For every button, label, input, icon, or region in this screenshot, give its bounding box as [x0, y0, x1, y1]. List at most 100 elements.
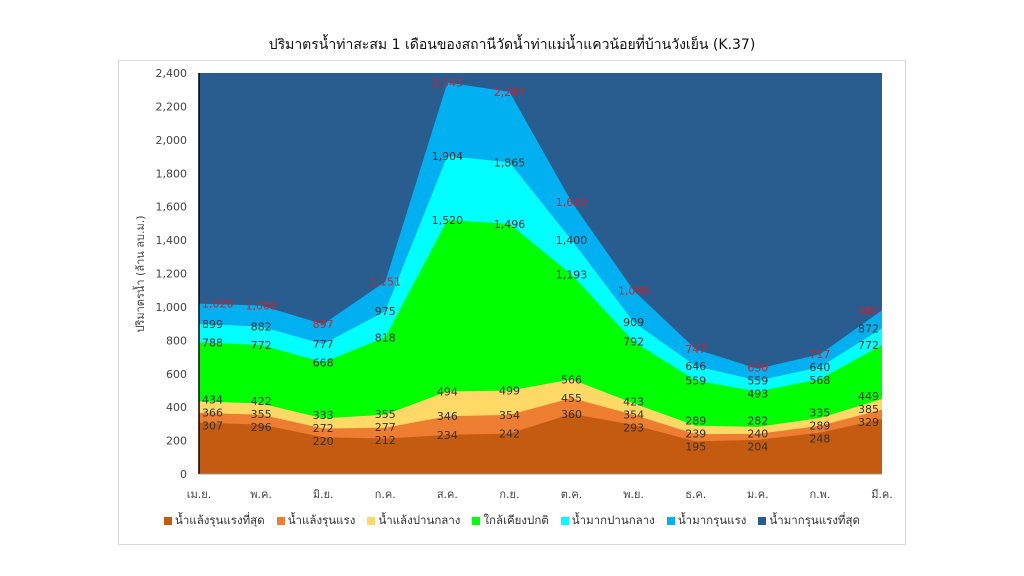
- data-label: 449: [858, 390, 879, 403]
- x-tick-label: เม.ย.: [187, 488, 211, 501]
- data-label: 882: [251, 321, 272, 334]
- legend-item: น้ำแล้งรุนแรง: [276, 512, 356, 530]
- data-label: 240: [747, 428, 768, 441]
- data-label: 975: [375, 305, 396, 318]
- data-label: 1,193: [556, 269, 588, 282]
- data-label: 1,020: [202, 298, 234, 311]
- data-label: 220: [313, 435, 334, 448]
- data-label: 329: [858, 416, 879, 429]
- legend-label: น้ำแล้งปานกลาง: [378, 513, 461, 527]
- legend-item: น้ำมากรุนแรง: [666, 512, 747, 530]
- data-label: 980: [858, 304, 879, 317]
- legend: น้ำแล้งรุนแรงที่สุด น้ำแล้งรุนแรง น้ำแล้งป…: [120, 512, 904, 530]
- legend-label: น้ำมากรุนแรง: [677, 513, 747, 527]
- data-label: 499: [499, 385, 520, 398]
- legend-item: น้ำมากรุนแรงที่สุด: [758, 512, 860, 530]
- legend-swatch: [276, 517, 285, 525]
- y-axis-label: ปริมาตรน้ำ (ล้าน ลบ.ม.): [132, 215, 147, 332]
- data-label: 195: [685, 441, 706, 454]
- legend-item: น้ำแล้งปานกลาง: [367, 512, 460, 530]
- data-label: 212: [375, 434, 396, 447]
- y-tick-label: 1,800: [156, 167, 188, 180]
- legend-swatch: [472, 517, 481, 525]
- data-label: 788: [202, 336, 223, 349]
- data-label: 248: [809, 432, 830, 445]
- x-tick-label: มี.ค.: [871, 488, 893, 501]
- data-label: 282: [747, 415, 768, 428]
- data-label: 777: [313, 338, 334, 351]
- area-4: [199, 220, 882, 474]
- data-label: 494: [437, 385, 458, 398]
- data-label: 293: [623, 421, 644, 434]
- data-label: 493: [747, 387, 768, 400]
- legend-swatch: [560, 517, 569, 525]
- y-tick-label: 2,400: [156, 67, 188, 80]
- legend-swatch: [758, 517, 767, 525]
- legend-swatch: [163, 517, 172, 525]
- data-label: 568: [809, 374, 830, 387]
- y-tick-label: 1,600: [156, 201, 188, 214]
- data-label: 1,904: [432, 150, 464, 163]
- data-label: 1,151: [370, 276, 402, 289]
- y-tick-label: 400: [166, 401, 187, 414]
- data-label: 818: [375, 331, 396, 344]
- legend-item: น้ำแล้งรุนแรงที่สุด: [163, 512, 265, 530]
- y-tick-label: 1,200: [156, 268, 188, 281]
- data-label: 792: [623, 336, 644, 349]
- y-tick-label: 1,000: [156, 301, 188, 314]
- y-tick-label: 1,400: [156, 234, 188, 247]
- data-label: 239: [685, 428, 706, 441]
- legend-item: น้ำมากปานกลาง: [560, 512, 655, 530]
- data-label: 355: [251, 408, 272, 421]
- legend-label: ใกล้เคียงปกติ: [483, 513, 549, 527]
- data-label: 668: [313, 356, 334, 369]
- data-label: 1,008: [245, 300, 277, 313]
- x-tick-label: ม.ค.: [747, 488, 769, 501]
- data-label: 307: [202, 419, 223, 432]
- x-tick-label: ธ.ค.: [685, 488, 706, 501]
- x-tick-label: พ.ค.: [250, 488, 272, 501]
- x-tick-label: มิ.ย.: [313, 488, 334, 501]
- data-label: 234: [437, 429, 458, 442]
- data-label: 899: [202, 318, 223, 331]
- chart-frame: [118, 60, 906, 545]
- chart-title: ปริมาตรน้ำท่าสะสม 1 เดือนของสถานีวัดน้ำท…: [268, 37, 756, 53]
- data-label: 872: [858, 322, 879, 335]
- data-label: 296: [251, 421, 272, 434]
- data-label: 289: [809, 419, 830, 432]
- data-label: 909: [623, 316, 644, 329]
- data-label: 354: [623, 408, 644, 421]
- data-label: 272: [313, 422, 334, 435]
- data-label: 1,400: [556, 234, 588, 247]
- y-tick-label: 0: [180, 468, 187, 481]
- x-tick-label: พ.ย.: [623, 488, 644, 501]
- legend-swatch: [666, 517, 675, 525]
- data-label: 204: [747, 441, 768, 454]
- data-label: 772: [251, 339, 272, 352]
- legend-label: น้ำแล้งรุนแรงที่สุด: [174, 513, 265, 527]
- data-label: 897: [313, 318, 334, 331]
- data-label: 385: [858, 403, 879, 416]
- data-label: 640: [809, 361, 830, 374]
- data-label: 646: [685, 360, 706, 373]
- data-label: 566: [561, 373, 582, 386]
- data-label: 1,865: [494, 156, 526, 169]
- x-tick-label: ส.ค.: [437, 488, 458, 501]
- data-label: 422: [251, 395, 272, 408]
- data-label: 333: [313, 409, 334, 422]
- y-tick-label: 800: [166, 334, 187, 347]
- legend-label: น้ำแล้งรุนแรง: [287, 513, 356, 527]
- data-label: 1,629: [556, 196, 588, 209]
- x-tick-label: ก.ค.: [375, 488, 396, 501]
- data-label: 423: [623, 395, 644, 408]
- data-label: 559: [747, 374, 768, 387]
- y-tick-label: 2,200: [156, 100, 188, 113]
- data-label: 1,496: [494, 218, 526, 231]
- data-label: 772: [858, 339, 879, 352]
- data-label: 434: [202, 393, 223, 406]
- data-label: 717: [809, 348, 830, 361]
- legend-label: น้ำมากปานกลาง: [571, 513, 655, 527]
- data-label: 1,520: [432, 214, 464, 227]
- data-label: 289: [685, 415, 706, 428]
